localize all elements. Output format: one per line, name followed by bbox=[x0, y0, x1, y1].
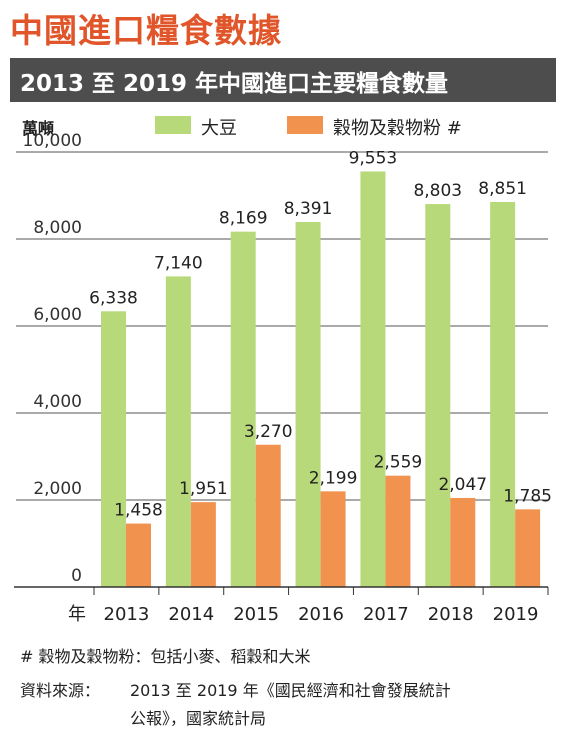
bar bbox=[126, 523, 151, 587]
data-label: 2,199 bbox=[309, 468, 358, 488]
x-tick-label: 2019 bbox=[493, 604, 539, 625]
data-label: 8,803 bbox=[413, 181, 462, 201]
data-label: 9,553 bbox=[349, 148, 398, 168]
legend-label-soybean: 大豆 bbox=[201, 118, 237, 139]
bar bbox=[165, 276, 191, 587]
x-tick-label: 2017 bbox=[363, 604, 409, 625]
bar bbox=[295, 221, 321, 587]
bar bbox=[360, 171, 386, 587]
data-label: 2,047 bbox=[438, 475, 487, 495]
bar bbox=[255, 444, 281, 587]
footnote: # 穀物及穀物粉：包括小麥、稻穀和大米 bbox=[20, 647, 311, 666]
source-text-line1: 2013 至 2019 年《國民經濟和社會發展統計 bbox=[130, 681, 451, 700]
bar bbox=[190, 502, 216, 587]
chart-subtitle: 2013 至 2019 年中國進口主要糧食數量 bbox=[20, 71, 449, 97]
data-label: 6,338 bbox=[89, 288, 138, 308]
data-label: 1,951 bbox=[179, 479, 228, 499]
x-tick-label: 2018 bbox=[428, 604, 474, 625]
legend-swatch-soybean bbox=[155, 116, 191, 134]
x-tick-label: 2014 bbox=[168, 604, 214, 625]
bar bbox=[515, 509, 541, 587]
data-label: 7,140 bbox=[154, 253, 203, 273]
bar bbox=[101, 311, 126, 587]
data-label: 1,785 bbox=[503, 486, 552, 506]
y-tick-label: 8,000 bbox=[33, 218, 82, 238]
legend-swatch-grain bbox=[287, 116, 323, 134]
subtitle-bar: 2013 至 2019 年中國進口主要糧食數量 bbox=[10, 58, 556, 102]
data-label: 8,851 bbox=[478, 179, 527, 199]
data-label: 3,270 bbox=[244, 422, 293, 442]
y-tick-label: 0 bbox=[71, 566, 82, 586]
bar bbox=[320, 491, 346, 587]
source-text-line2: 公報》，國家統計局 bbox=[130, 709, 267, 728]
y-tick-label: 2,000 bbox=[33, 479, 82, 499]
x-axis-label: 年 bbox=[68, 604, 86, 625]
x-tick-label: 2013 bbox=[104, 604, 150, 625]
source-label: 資料來源： bbox=[20, 681, 101, 700]
y-axis-unit-label: 萬噸 bbox=[22, 119, 55, 138]
bar bbox=[425, 204, 451, 587]
bar bbox=[490, 201, 516, 587]
data-label: 1,458 bbox=[114, 501, 163, 521]
legend-label-grain: 穀物及穀物粉 # bbox=[333, 118, 462, 139]
y-tick-label: 4,000 bbox=[33, 392, 82, 412]
data-label: 8,169 bbox=[219, 209, 268, 229]
x-tick-label: 2016 bbox=[298, 604, 344, 625]
data-label: 2,559 bbox=[374, 453, 423, 473]
data-label: 8,391 bbox=[284, 199, 333, 219]
y-tick-label: 10,000 bbox=[23, 131, 82, 151]
bar bbox=[450, 497, 476, 587]
page-title: 中國進口糧食數據 bbox=[10, 11, 282, 50]
x-tick-label: 2015 bbox=[233, 604, 279, 625]
y-tick-label: 6,000 bbox=[33, 305, 82, 325]
bar bbox=[230, 231, 256, 587]
bar bbox=[385, 475, 411, 587]
